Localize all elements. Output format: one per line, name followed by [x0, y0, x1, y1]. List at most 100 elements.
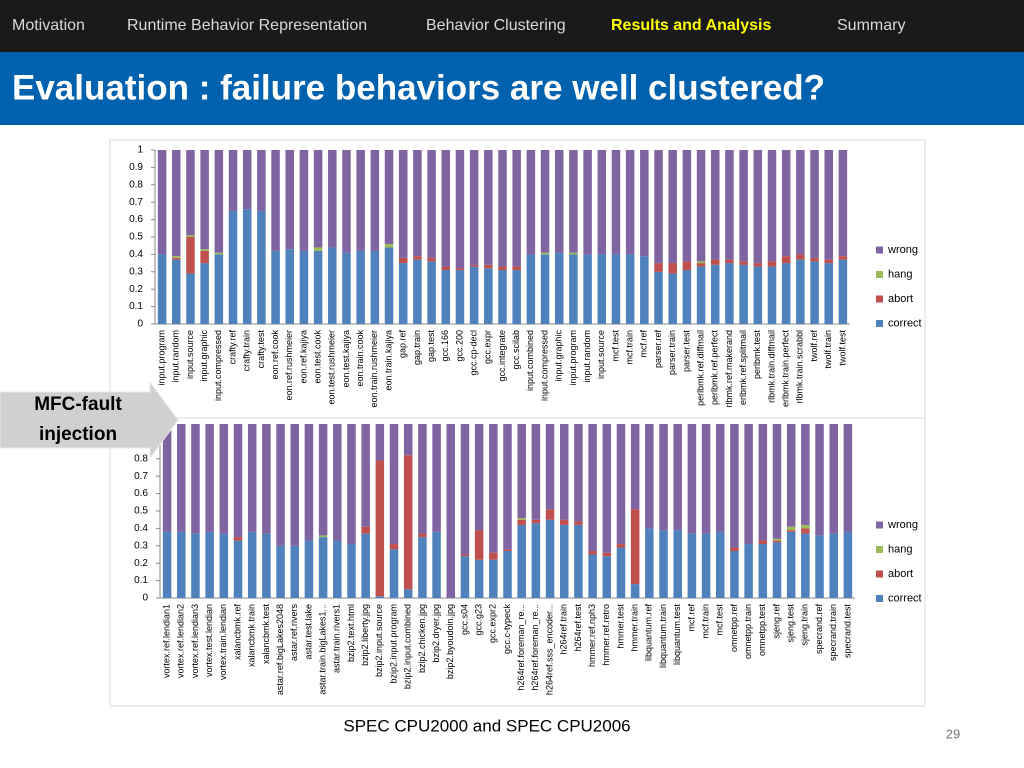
- bar-segment: [413, 259, 422, 324]
- x-tick-label: eon.train.cook: [355, 330, 365, 387]
- bar-segment: [384, 150, 394, 244]
- bar-segment: [574, 521, 583, 525]
- legend-label: hang: [888, 543, 912, 555]
- x-tick-label: h264ref.foreman_re...: [530, 604, 540, 691]
- x-tick-label: bzip2.byoudoin.jpg: [445, 604, 455, 679]
- legend-label: correct: [888, 592, 922, 604]
- bar-segment: [616, 544, 626, 548]
- bar-segment: [200, 263, 209, 324]
- bar-segment: [285, 150, 294, 250]
- bar-segment: [545, 519, 555, 598]
- bar-segment: [177, 531, 186, 598]
- bar-segment: [389, 544, 399, 550]
- x-tick-label: gcc.166: [440, 330, 450, 362]
- bar-segment: [815, 535, 824, 598]
- x-tick-label: twolf.train: [823, 330, 833, 369]
- bar-segment: [432, 424, 441, 532]
- bar-segment: [730, 424, 739, 548]
- bar-segment: [540, 150, 550, 253]
- x-tick-label: sjeng.train: [800, 604, 810, 646]
- bar-segment: [682, 150, 692, 262]
- bar-segment: [157, 254, 167, 324]
- x-tick-label: astar.ref.bigLakes2048: [275, 604, 285, 695]
- x-tick-label: mcf.train: [625, 330, 635, 365]
- nav-item: Summary: [837, 17, 905, 34]
- bar-segment: [753, 150, 763, 264]
- bar-segment: [716, 531, 725, 598]
- bar-segment: [810, 150, 819, 258]
- bar-segment: [441, 266, 451, 271]
- bar-segment: [744, 424, 753, 545]
- bar-segment: [810, 261, 819, 324]
- bar-segment: [730, 551, 739, 598]
- y-tick-label: 0.2: [129, 284, 143, 295]
- bar-segment: [333, 540, 342, 598]
- y-tick-label: 0: [137, 319, 143, 330]
- x-tick-label: erlbmk.ref.splitmail: [738, 330, 748, 405]
- bar-segment: [290, 424, 299, 546]
- legend-swatch: [876, 546, 883, 553]
- bar-segment: [781, 256, 791, 264]
- bar-segment: [474, 424, 484, 531]
- callout-arrow: [0, 380, 179, 460]
- x-tick-label: parser.ref: [653, 330, 663, 369]
- bar-segment: [403, 455, 413, 590]
- bar-segment: [304, 540, 314, 598]
- bar-segment: [588, 554, 597, 598]
- bar-segment: [545, 509, 555, 520]
- bar-segment: [342, 150, 351, 253]
- x-tick-label: eon.test.cook: [312, 330, 322, 384]
- bar-segment: [616, 424, 626, 545]
- bar-segment: [427, 261, 436, 324]
- bar-segment: [696, 150, 706, 262]
- x-tick-label: erlbmk.train.perfect: [781, 330, 791, 408]
- bar-segment: [659, 424, 668, 531]
- bar-segment: [801, 533, 810, 598]
- title-bar: [0, 52, 1024, 125]
- bar-segment: [796, 254, 805, 260]
- x-tick-label: libquantum.ref: [644, 604, 654, 662]
- x-tick-label: mcf.ref: [686, 604, 696, 632]
- bar-segment: [786, 530, 796, 532]
- charts: 0 0.1 0.2 0.3 0.4 0.5 0.6 0.7 0.8 0.9 1 input.progr…: [129, 145, 922, 695]
- y-tick-label: 0.8: [129, 179, 143, 190]
- bar-segment: [157, 150, 167, 255]
- x-tick-label: mcf.test: [715, 604, 725, 636]
- x-tick-label: parser.test: [681, 330, 691, 373]
- bar-segment: [716, 424, 725, 532]
- bar-segment: [375, 424, 385, 461]
- bar-segment: [611, 254, 621, 324]
- bar-segment: [361, 526, 370, 534]
- bar-segment: [588, 424, 597, 552]
- x-tick-label: hmmer.train: [630, 604, 640, 652]
- x-tick-label: gcc.200: [454, 330, 464, 362]
- bar-segment: [276, 545, 285, 598]
- x-tick-label: rlbmk.ref.makerand: [724, 330, 734, 408]
- bar-segment: [725, 259, 734, 264]
- legend-label: correct: [888, 317, 922, 329]
- bar-segment: [455, 270, 465, 324]
- bar-segment: [838, 259, 848, 324]
- bar-segment: [214, 150, 224, 253]
- bar-segment: [228, 150, 238, 211]
- bar-segment: [162, 531, 172, 598]
- bar-segment: [172, 259, 181, 324]
- bar-segment: [654, 263, 663, 272]
- bar-segment: [328, 247, 337, 324]
- bar-segment: [432, 531, 441, 598]
- bar-segment: [824, 259, 833, 264]
- x-tick-label: astar.train.rivers1: [332, 604, 342, 673]
- y-tick-label: 0.6: [134, 488, 148, 499]
- x-tick-label: gcc.c-typeck: [502, 604, 512, 655]
- bar-segment: [285, 249, 294, 324]
- bar-segment: [512, 150, 521, 267]
- x-tick-label: parser.train: [667, 330, 677, 375]
- bar-segment: [489, 559, 498, 598]
- x-tick-label: specrand.ref: [814, 604, 824, 655]
- bar-segment: [838, 256, 848, 260]
- bar-segment: [247, 531, 257, 598]
- x-tick-label: eon.test.rushmeier: [327, 330, 337, 405]
- bar-segment: [427, 257, 436, 262]
- bar-segment: [205, 531, 214, 598]
- x-tick-label: perlbmk.ref.perfect: [710, 330, 720, 406]
